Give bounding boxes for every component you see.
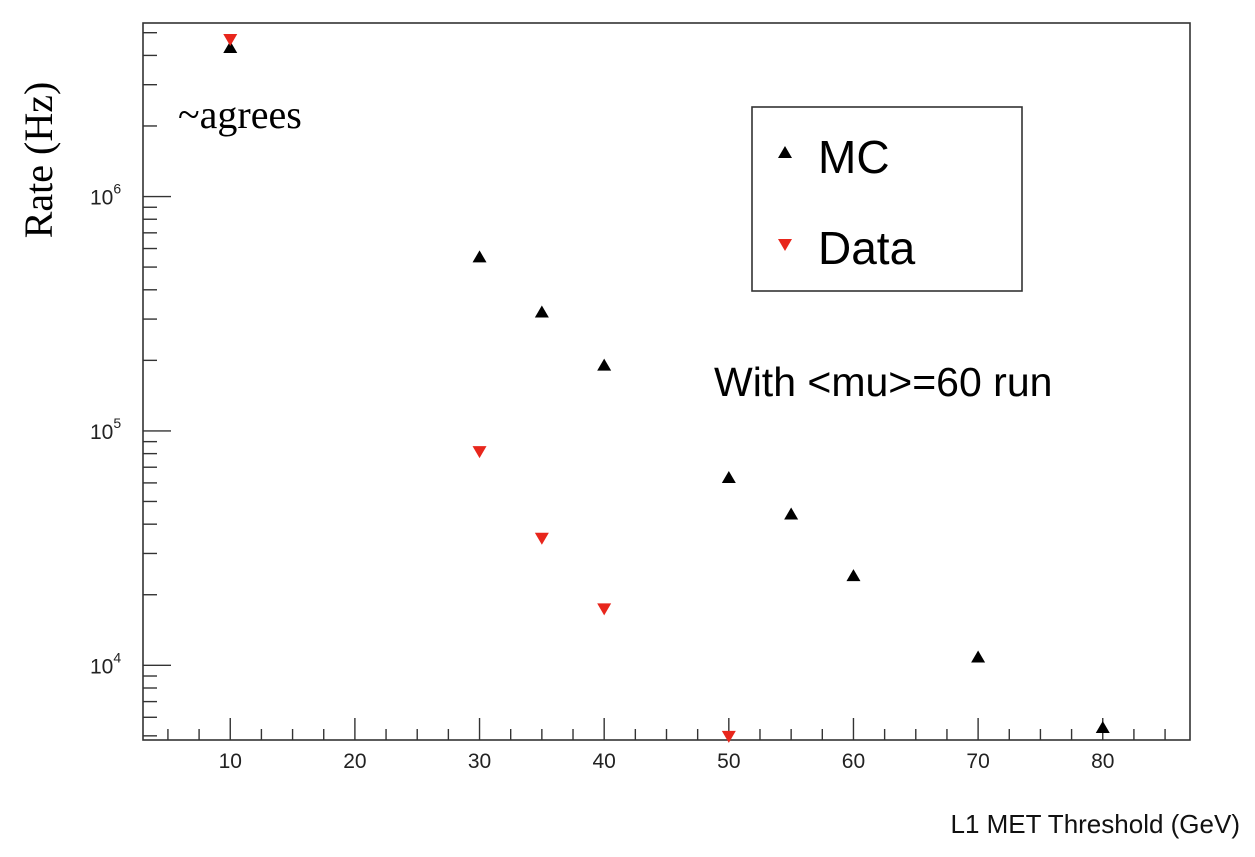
y-tick-label: 105 — [90, 415, 121, 444]
y-axis-ticks — [143, 32, 171, 737]
x-tick-label: 60 — [842, 750, 865, 773]
data-point — [721, 730, 736, 743]
mc-point — [472, 250, 487, 263]
data-point — [472, 446, 487, 459]
y-tick-label: 104 — [90, 649, 121, 678]
mc-point — [534, 305, 549, 318]
annotation-run-info: With <mu>=60 run — [714, 359, 1052, 405]
x-tick-label: 50 — [717, 750, 740, 773]
x-tick-label: 70 — [966, 750, 989, 773]
legend-mc-label: MC — [818, 131, 890, 183]
data-point — [534, 532, 549, 545]
mc-point — [1095, 721, 1110, 734]
x-tick-label: 80 — [1091, 750, 1114, 773]
mc-point — [721, 470, 736, 483]
legend-data-marker — [778, 239, 792, 251]
y-tick-label: 106 — [90, 181, 121, 210]
y-axis-tick-labels: 104 105 106 — [90, 181, 121, 679]
x-axis-ticks — [167, 718, 1166, 740]
x-axis-tick-labels: 10 20 30 40 50 60 70 80 — [219, 750, 1115, 773]
y-axis-label: Rate (Hz) — [16, 82, 61, 239]
x-tick-label: 40 — [592, 750, 615, 773]
data-point — [597, 603, 612, 616]
x-tick-label: 30 — [468, 750, 491, 773]
x-tick-label: 10 — [219, 750, 242, 773]
x-tick-label: 20 — [343, 750, 366, 773]
mc-point — [597, 358, 612, 371]
annotation-agrees: ~agrees — [178, 92, 302, 137]
legend-data-label: Data — [818, 222, 916, 274]
legend-mc-marker — [778, 146, 792, 158]
mc-point — [846, 569, 861, 582]
legend-box — [751, 106, 1023, 292]
data-point — [223, 33, 238, 46]
mc-point — [971, 650, 986, 663]
mc-point — [784, 507, 799, 520]
x-axis-label: L1 MET Threshold (GeV) — [951, 809, 1241, 839]
legend: MC Data — [751, 106, 1023, 292]
mc-point — [223, 41, 238, 54]
data-points — [223, 33, 1110, 743]
